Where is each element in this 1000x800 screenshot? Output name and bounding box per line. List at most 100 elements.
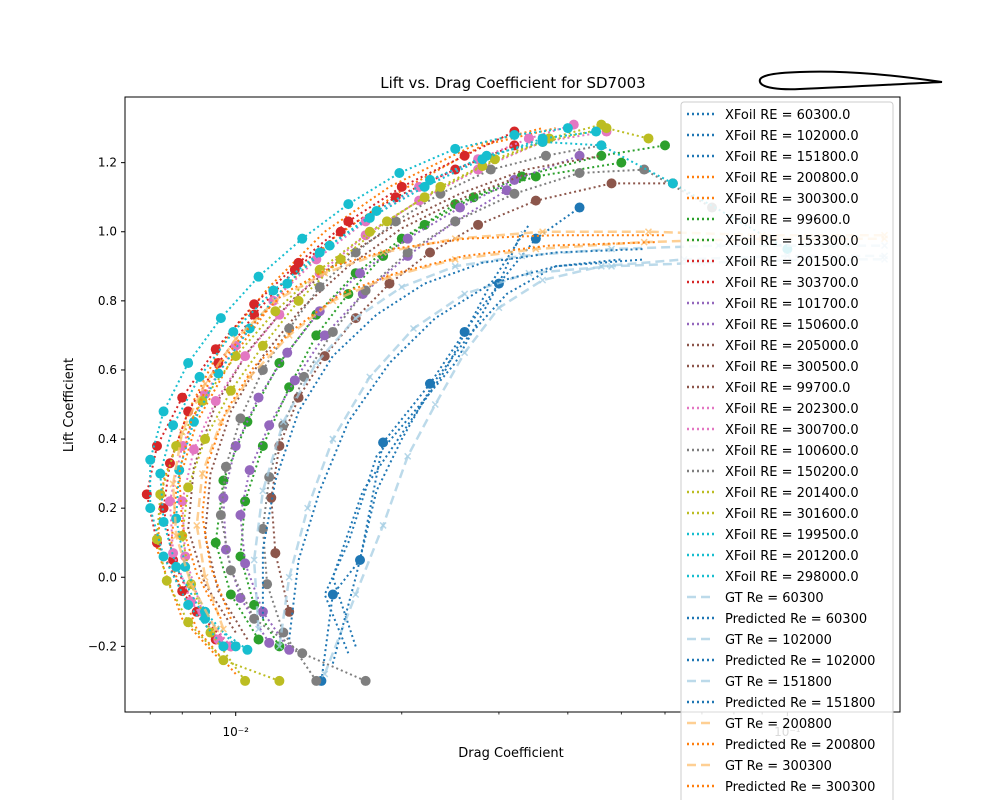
data-point [180, 561, 191, 572]
data-point [384, 278, 395, 289]
data-point [194, 371, 205, 382]
data-point [158, 551, 169, 562]
legend-entry: Predicted Re = 60300 [725, 612, 867, 627]
series [201, 241, 657, 620]
data-point [530, 195, 541, 206]
data-point [274, 358, 285, 369]
legend-entry: XFoil RE = 151800.0 [725, 150, 859, 165]
series-line [149, 127, 569, 648]
data-point [329, 435, 337, 443]
data-point [187, 580, 195, 588]
data-point [155, 468, 166, 479]
legend-entry: XFoil RE = 101700.0 [725, 297, 859, 312]
legend-entry: XFoil RE = 301600.0 [725, 507, 859, 522]
data-point [314, 282, 325, 293]
data-point [321, 670, 329, 678]
series [178, 234, 665, 620]
data-point [378, 437, 389, 448]
legend-entry: XFoil RE = 150600.0 [725, 318, 859, 333]
data-point [390, 216, 401, 227]
data-point [255, 625, 263, 633]
data-point [530, 171, 541, 182]
legend-entry: XFoil RE = 200800.0 [725, 171, 859, 186]
series [155, 126, 602, 655]
data-point [275, 642, 283, 650]
airfoil-icon [758, 70, 943, 91]
data-point [596, 140, 607, 151]
data-point [242, 644, 253, 655]
data-point [177, 530, 188, 541]
data-point [324, 240, 335, 251]
series-line [195, 237, 885, 630]
data-point [151, 440, 162, 451]
data-point [509, 188, 520, 199]
data-point [246, 373, 254, 381]
data-point [319, 351, 330, 362]
series-line [178, 234, 665, 620]
data-point [193, 521, 201, 529]
data-point [431, 400, 439, 409]
data-point [350, 247, 361, 258]
data-point [151, 534, 162, 545]
legend-entry: Predicted Re = 200800 [725, 738, 875, 753]
data-point [461, 290, 469, 298]
legend-entry: XFoil RE = 300500.0 [725, 360, 859, 375]
data-point [183, 599, 194, 610]
legend-entry: XFoil RE = 150200.0 [725, 465, 859, 480]
data-point [364, 212, 375, 223]
data-point [355, 554, 366, 565]
data-point [210, 537, 221, 548]
legend-entry: GT Re = 300300 [725, 759, 832, 774]
series-layer [141, 119, 889, 686]
series [218, 150, 585, 648]
data-point [205, 627, 216, 638]
data-point [225, 589, 236, 600]
data-point [293, 295, 304, 306]
data-point [270, 548, 281, 559]
legend-entry: XFoil RE = 153300.0 [725, 234, 859, 249]
data-point [419, 181, 430, 192]
data-point [596, 150, 607, 161]
legend-box [680, 101, 894, 800]
data-point [489, 154, 500, 165]
data-point [259, 487, 267, 495]
data-point [172, 532, 180, 540]
data-point [198, 470, 206, 478]
data-point [164, 496, 175, 507]
data-point [262, 579, 273, 590]
legend-entry: GT Re = 151800 [725, 675, 832, 690]
series [215, 140, 607, 686]
data-point [643, 133, 654, 144]
y-tick-label: 1.0 [98, 225, 117, 239]
data-point [155, 489, 166, 500]
data-point [235, 413, 246, 424]
data-point [608, 262, 616, 270]
data-point [218, 641, 229, 652]
data-point [210, 396, 221, 407]
data-point [240, 351, 251, 362]
x-axis-label: Drag Coefficient [458, 746, 563, 761]
data-point [539, 228, 547, 236]
data-point [540, 150, 551, 161]
data-point [435, 188, 446, 199]
data-point [164, 458, 175, 469]
series [187, 154, 602, 634]
data-point [257, 340, 268, 351]
series-line [331, 224, 530, 647]
data-point [606, 178, 617, 189]
data-point [311, 675, 322, 686]
data-point [319, 330, 330, 341]
legend-entry: Predicted Re = 151800 [725, 696, 875, 711]
data-point [297, 233, 308, 244]
data-point [396, 181, 407, 192]
data-point [240, 675, 251, 686]
data-point [284, 382, 295, 393]
data-point [268, 285, 279, 296]
data-point [450, 216, 461, 227]
series-line [201, 241, 657, 620]
series [204, 172, 530, 640]
data-point [327, 589, 338, 600]
series [155, 127, 543, 665]
data-point [282, 347, 293, 358]
data-point [343, 199, 354, 210]
